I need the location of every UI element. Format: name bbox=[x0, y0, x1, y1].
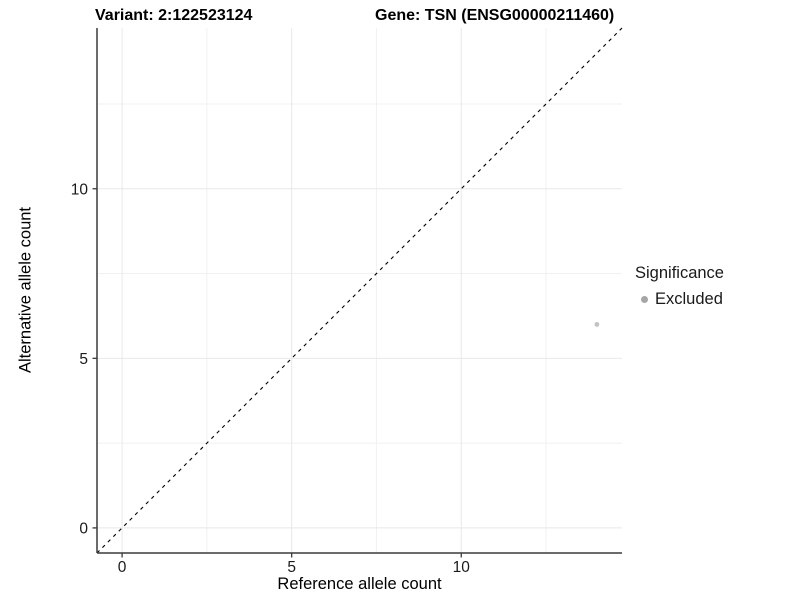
legend-title: Significance bbox=[635, 264, 724, 282]
identity-line bbox=[96, 27, 623, 554]
legend: Significance Excluded bbox=[635, 264, 724, 308]
gene-title: Gene: TSN (ENSG00000211460) bbox=[375, 7, 615, 24]
excluded-point-icon bbox=[641, 295, 648, 303]
legend-item-label: Excluded bbox=[655, 289, 723, 308]
y-axis-label: Alternative allele count bbox=[16, 206, 35, 374]
legend-item-excluded: Excluded bbox=[641, 290, 724, 308]
y-tick-label: 5 bbox=[79, 351, 88, 368]
x-axis-label: Reference allele count bbox=[277, 575, 442, 593]
y-tick-label: 0 bbox=[79, 520, 88, 537]
variant-title: Variant: 2:122523124 bbox=[95, 7, 253, 24]
y-tick-label: 10 bbox=[71, 181, 89, 198]
x-tick-label: 10 bbox=[453, 559, 471, 576]
data-point bbox=[594, 322, 600, 327]
x-tick-label: 0 bbox=[118, 559, 127, 576]
x-tick-label: 5 bbox=[287, 559, 296, 576]
